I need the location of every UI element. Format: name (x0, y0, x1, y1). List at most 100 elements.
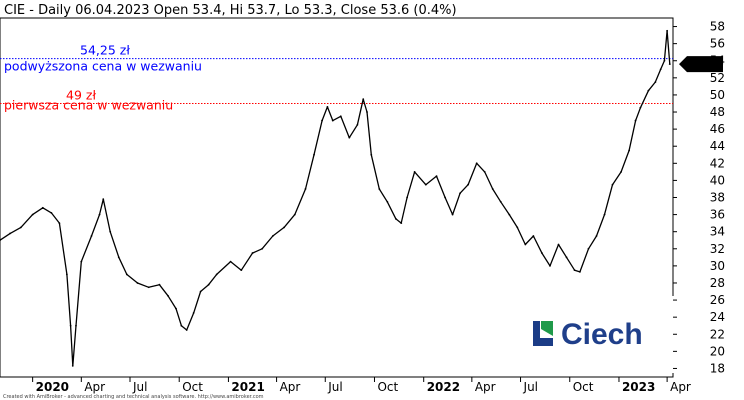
price-point-7 (65, 273, 68, 276)
x-tick-label: Oct (182, 380, 203, 394)
price-point-49 (394, 217, 397, 220)
price-point-78 (628, 149, 631, 152)
x-tick-label: Apr (280, 380, 301, 394)
price-point-55 (444, 196, 447, 199)
price-point-2 (19, 226, 22, 229)
price-point-48 (386, 200, 389, 203)
y-tick-label: 44 (710, 139, 725, 153)
price-point-63 (508, 213, 511, 216)
y-tick-label: 20 (710, 344, 725, 358)
price-point-44 (362, 98, 365, 101)
x-tick-label: Oct (377, 380, 398, 394)
price-point-39 (326, 105, 329, 108)
price-point-62 (499, 200, 502, 203)
price-line-value-label-1: 49 zł (66, 87, 96, 102)
price-point-9 (71, 364, 74, 367)
price-point-60 (483, 170, 486, 173)
price-point-66 (532, 235, 535, 237)
x-tick-label: 2023 (622, 380, 655, 394)
price-point-59 (475, 162, 478, 165)
price-point-36 (304, 188, 307, 190)
price-point-73 (587, 247, 590, 250)
price-point-52 (413, 170, 416, 173)
y-tick-label: 32 (710, 242, 725, 256)
y-tick-label: 46 (710, 122, 725, 136)
price-point-80 (639, 106, 642, 109)
x-tick-label: Apr (84, 380, 105, 394)
x-tick-label: Apr (670, 380, 691, 394)
price-point-31 (251, 252, 254, 254)
price-point-13 (98, 213, 101, 216)
price-point-29 (229, 260, 232, 263)
price-point-51 (406, 196, 409, 199)
ciech-logo-mark (533, 321, 553, 346)
price-point-4 (41, 206, 44, 209)
price-point-20 (158, 283, 161, 286)
logo-text: Ciech (561, 318, 643, 351)
price-point-86 (668, 63, 671, 66)
ciech-logo: Ciech (513, 296, 675, 373)
x-tick-label: 2020 (36, 380, 69, 394)
price-point-53 (424, 183, 427, 186)
price-point-81 (647, 89, 650, 92)
price-point-3 (31, 213, 34, 216)
price-point-15 (109, 230, 112, 233)
price-point-35 (293, 213, 296, 216)
chart-header: CIE - Daily 06.04.2023 Open 53.4, Hi 53.… (4, 3, 457, 18)
y-tick-label: 36 (710, 208, 725, 222)
y-tick-label: 40 (710, 173, 725, 187)
price-point-56 (451, 213, 454, 216)
price-point-0 (0, 239, 1, 242)
price-point-1 (9, 232, 12, 235)
y-tick-label: 24 (710, 310, 725, 324)
price-point-72 (579, 270, 581, 273)
price-point-68 (549, 264, 551, 267)
x-tick-label: Jul (327, 380, 342, 394)
price-point-65 (524, 243, 527, 246)
price-point-43 (356, 123, 359, 126)
price-point-38 (321, 119, 323, 122)
price-point-14 (102, 198, 105, 201)
price-point-22 (175, 307, 177, 310)
price-point-41 (339, 115, 342, 118)
y-tick-label: 58 (710, 20, 725, 34)
y-tick-label: 38 (710, 191, 725, 205)
y-tick-label: 18 (710, 361, 725, 375)
price-point-32 (261, 247, 264, 250)
price-point-50 (400, 222, 403, 225)
price-point-58 (467, 183, 470, 186)
price-point-8 (69, 324, 72, 327)
price-point-46 (370, 153, 373, 156)
price-point-74 (595, 235, 598, 237)
price-point-28 (215, 273, 218, 276)
price-point-5 (50, 211, 53, 214)
y-tick-label: 34 (710, 225, 725, 239)
price-point-64 (516, 226, 519, 229)
price-point-82 (654, 81, 657, 84)
x-tick-label: 2021 (231, 380, 264, 394)
price-point-75 (603, 213, 606, 216)
x-tick-label: Jul (523, 380, 538, 394)
price-point-10 (75, 324, 77, 327)
price-point-54 (435, 175, 438, 178)
price-point-37 (313, 153, 315, 156)
price-point-30 (240, 269, 243, 272)
price-point-69 (557, 243, 560, 246)
y-tick-label: 50 (710, 88, 725, 102)
x-tick-label: Apr (475, 380, 496, 394)
price-point-27 (207, 283, 210, 286)
y-tick-label: 26 (710, 293, 725, 307)
price-point-76 (611, 183, 614, 186)
price-point-21 (167, 294, 169, 297)
price-point-61 (491, 188, 494, 190)
price-point-84 (663, 59, 666, 62)
price-point-40 (331, 119, 334, 122)
x-tick-label: Oct (573, 380, 594, 394)
price-point-18 (136, 282, 139, 284)
price-line-value-label-0: 54,25 zł (80, 43, 130, 58)
price-point-12 (90, 235, 93, 237)
price-point-6 (58, 222, 61, 225)
price-point-71 (573, 269, 576, 272)
price-point-16 (117, 256, 120, 259)
